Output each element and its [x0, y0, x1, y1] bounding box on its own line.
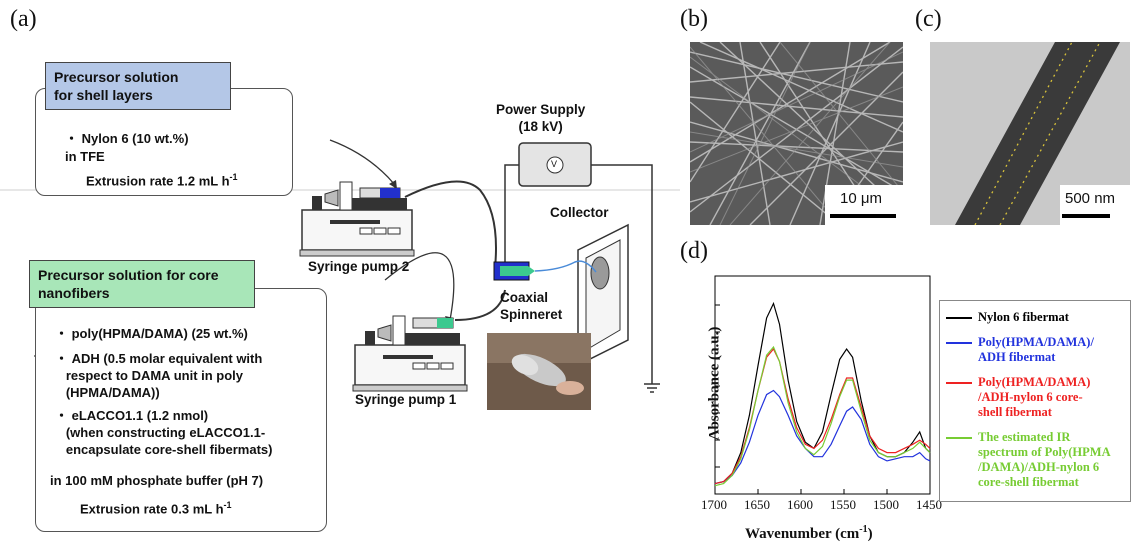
panel-label-b: (b): [680, 6, 708, 32]
series-line-2: [714, 347, 931, 485]
panel-label-d: (d): [680, 238, 708, 264]
scalebar-b-line: [830, 214, 896, 218]
legend-label: The estimated IR spectrum of Poly(HPMA /…: [978, 430, 1111, 489]
x-tick-label: 1700: [701, 497, 727, 512]
syringe-pump-1-label: Syringe pump 1: [355, 392, 457, 407]
legend-item: Poly(HPMA/DAMA) /ADH-nylon 6 core- shell…: [940, 375, 1130, 420]
core-item-adh: ・ ADH (0.5 molar equivalent with respect…: [55, 351, 263, 400]
x-tick-label: 1500: [873, 497, 899, 512]
legend-swatch: [946, 342, 972, 344]
legend-item: The estimated IR spectrum of Poly(HPMA /…: [940, 430, 1130, 490]
panel-label-c: (c): [915, 6, 942, 32]
x-tick-labels: 1700 1650 1600 1550 1500 1450: [700, 497, 942, 515]
y-ticks: [715, 304, 720, 468]
chart-legend: Nylon 6 fibermat Poly(HPMA/DAMA)/ ADH fib…: [939, 300, 1131, 502]
legend-item: Poly(HPMA/DAMA)/ ADH fibermat: [940, 335, 1130, 365]
legend-swatch: [946, 382, 972, 384]
shell-solution-header: Precursor solution for shell layers: [45, 62, 231, 110]
x-tick-label: 1550: [830, 497, 856, 512]
tem-image: 500 nm: [930, 42, 1130, 225]
chart-ylabel: Absorbance (a.u.): [706, 326, 723, 441]
legend-items: Nylon 6 fibermat Poly(HPMA/DAMA)/ ADH fib…: [940, 310, 1130, 490]
x-tick-label: 1450: [916, 497, 942, 512]
legend-swatch: [946, 437, 972, 439]
schematic-diagram: [0, 139, 680, 431]
shell-extrusion-rate: Extrusion rate 1.2 mL h-1: [86, 172, 238, 189]
core-buffer: in 100 mM phosphate buffer (pH 7): [50, 473, 264, 488]
scalebar-c-line: [1062, 214, 1110, 218]
core-solution-header: Precursor solution for core nanofibers: [29, 260, 255, 308]
ir-chart: [714, 275, 931, 495]
scalebar-b: [825, 185, 903, 225]
core-item-elacco: ・ eLACCO1.1 (1.2 nmol) (when constructin…: [55, 408, 273, 457]
legend-label: Poly(HPMA/DAMA)/ ADH fibermat: [978, 335, 1094, 364]
series-line-3: [714, 345, 931, 487]
x-ticks: [714, 489, 931, 494]
x-tick-label: 1600: [787, 497, 813, 512]
legend-item: Nylon 6 fibermat: [940, 310, 1130, 325]
panel-label-a: (a): [10, 6, 37, 32]
scalebar-b-label: 10 μm: [840, 190, 882, 207]
tem-fiber: [955, 42, 1120, 225]
syringe-pump-2-label: Syringe pump 2: [308, 259, 410, 274]
chart-series: [714, 301, 931, 487]
scalebar-c-label: 500 nm: [1065, 190, 1116, 207]
scalebar-c: [1060, 185, 1130, 225]
collector-label: Collector: [550, 205, 609, 220]
legend-label: Poly(HPMA/DAMA) /ADH-nylon 6 core- shell…: [978, 375, 1091, 419]
legend-label: Nylon 6 fibermat: [978, 310, 1069, 324]
sem-image: 10 μm: [690, 42, 903, 225]
power-supply-label: Power Supply (18 kV): [496, 102, 586, 134]
core-extrusion-rate: Extrusion rate 0.3 mL h-1: [80, 500, 232, 517]
voltmeter-icon: V: [551, 159, 558, 169]
shell-solution-polymer: ・ Nylon 6 (10 wt.%): [65, 131, 189, 146]
core-item-polymer: ・ poly(HPMA/DAMA) (25 wt.%): [55, 326, 248, 341]
core-solution-box: [35, 288, 327, 532]
series-line-1: [714, 389, 931, 485]
legend-swatch: [946, 317, 972, 319]
x-tick-label: 1650: [744, 497, 770, 512]
chart-plot-area: [714, 275, 931, 495]
shell-solution-solvent: in TFE: [65, 149, 105, 164]
chart-xlabel: Wavenumber (cm-1): [745, 524, 873, 542]
coaxial-spinneret-label: Coaxial Spinneret: [500, 290, 563, 322]
